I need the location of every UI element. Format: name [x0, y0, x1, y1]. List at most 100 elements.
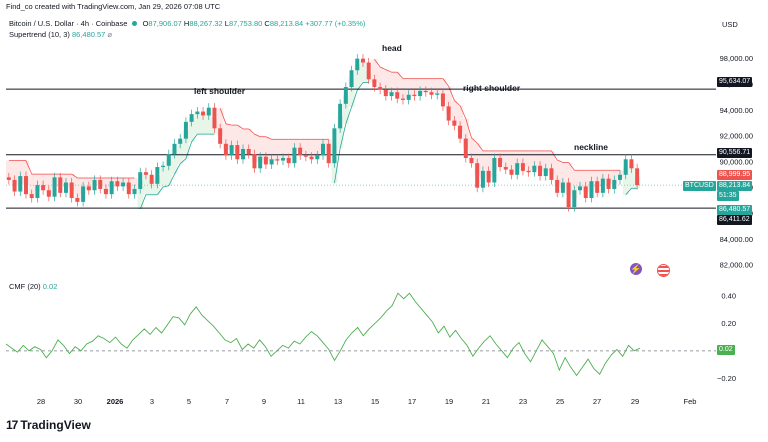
supertrend-line: [345, 106, 352, 124]
candle-body: [178, 138, 183, 144]
time-tick-label: 28: [37, 397, 45, 406]
candle-body: [343, 87, 348, 104]
supertrend-fill: [280, 139, 287, 160]
supertrend-line: [157, 186, 164, 196]
candle-body: [532, 165, 537, 173]
price-tick-label: 84,000.00: [720, 235, 753, 244]
supertrend-line: [442, 78, 449, 87]
supertrend-fill: [268, 139, 275, 162]
candle-body: [578, 186, 583, 191]
candle-body: [549, 168, 554, 180]
ohlc-low: 87,753.80: [228, 19, 263, 28]
candle-body: [338, 103, 343, 129]
time-tick-label: 27: [593, 397, 601, 406]
supertrend-fill: [285, 139, 292, 161]
lightning-icon[interactable]: ⚡: [630, 263, 642, 275]
candle-body: [81, 186, 86, 202]
time-tick-label: 17: [408, 397, 416, 406]
time-tick-label: 15: [371, 397, 379, 406]
cmf-label[interactable]: CMF (20): [9, 282, 41, 291]
supertrend-fill: [137, 180, 144, 209]
candle-body: [606, 178, 611, 189]
supertrend-fill: [342, 95, 350, 124]
candle-body: [635, 168, 640, 186]
supertrend-fill: [531, 150, 538, 169]
candle-body: [166, 154, 171, 166]
candle-body: [246, 148, 251, 155]
supertrend-label[interactable]: Supertrend (10, 3): [9, 30, 70, 39]
candle-body: [572, 190, 577, 208]
candle-body: [52, 177, 57, 197]
price-tick-label: 90,000.00: [720, 157, 753, 166]
candle-body: [480, 170, 485, 188]
candle-body: [458, 125, 463, 139]
supertrend-fill: [560, 162, 567, 188]
candle-body: [623, 159, 628, 175]
tradingview-logo[interactable]: 17 TradingView: [6, 418, 91, 432]
candle-body: [149, 174, 154, 184]
candle-body: [189, 114, 194, 122]
supertrend-line: [396, 71, 404, 79]
cmf-tick-label: −0.20: [717, 374, 736, 383]
level-tag-95634: 95,634.07: [717, 77, 753, 87]
price-tick-label: 98,000.00: [720, 54, 753, 63]
supertrend-fill: [548, 150, 555, 175]
supertrend-line: [379, 66, 386, 70]
candle-body: [275, 159, 280, 161]
time-tick-label: 30: [74, 397, 82, 406]
supertrend-fill: [223, 123, 230, 150]
ohlc-open-label: O: [142, 19, 149, 28]
candle-body: [69, 182, 74, 198]
symbol-title[interactable]: Bitcoin / U.S. Dollar · 4h · Coinbase: [9, 19, 128, 28]
time-tick-label: 5: [187, 397, 191, 406]
candle-body: [412, 94, 417, 97]
candle-body: [372, 79, 377, 88]
supertrend-line: [225, 123, 232, 126]
supertrend-fill: [582, 170, 589, 193]
currency-label[interactable]: USD: [722, 20, 738, 29]
supertrend-line: [551, 150, 558, 161]
supertrend-line: [71, 173, 78, 179]
cmf-line: [5, 292, 641, 377]
candle-body: [498, 158, 503, 168]
supertrend-fill: [371, 59, 378, 84]
supertrend-fill: [74, 178, 81, 200]
candle-body: [132, 188, 137, 195]
candle-body: [258, 156, 263, 169]
candle-body: [595, 181, 600, 193]
lock-icon: ⌀: [107, 30, 112, 39]
time-tick-label: 23: [519, 397, 527, 406]
supertrend-fill: [245, 128, 252, 152]
supertrend-fill: [45, 174, 52, 194]
supertrend-line: [179, 158, 187, 165]
supertrend-fill: [388, 72, 395, 95]
candle-body: [115, 181, 120, 187]
candle-body: [286, 158, 291, 164]
candle-body: [218, 128, 223, 144]
candle-body: [418, 90, 423, 97]
candle-body: [29, 194, 34, 198]
countdown-tag: 51:35: [717, 191, 739, 201]
time-tick-label: 7: [225, 397, 229, 406]
candle-body: [383, 89, 388, 97]
cmf-tick-label: 0.40: [721, 291, 736, 300]
supertrend-fill: [622, 167, 629, 195]
level-tag-neckline: 90,556.71: [717, 148, 753, 158]
supertrend-fill: [194, 112, 201, 135]
supertrend-fill: [554, 159, 561, 187]
supertrend-fill: [417, 78, 424, 94]
supertrend-fill: [200, 113, 207, 135]
candle-body: [172, 143, 177, 155]
supertrend-fill: [525, 150, 532, 172]
candle-body: [589, 181, 594, 198]
us-flag-icon[interactable]: [657, 264, 670, 277]
supertrend-line: [476, 142, 484, 152]
candle-body: [332, 128, 337, 164]
candle-body: [103, 188, 108, 195]
supertrend-fill: [240, 128, 247, 155]
candle-body: [446, 106, 451, 121]
supertrend-fill: [28, 174, 35, 197]
candle-body: [360, 58, 365, 63]
supertrend-fill: [263, 136, 270, 161]
